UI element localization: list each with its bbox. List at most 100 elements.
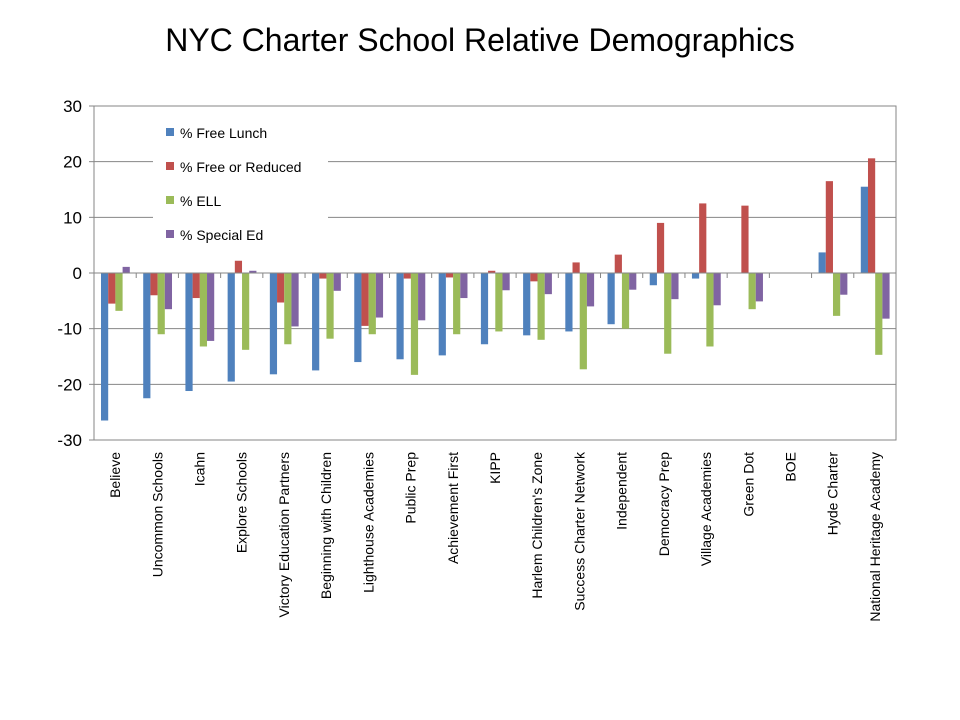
- bar: [495, 273, 503, 332]
- bar: [832, 273, 841, 316]
- bar: [825, 181, 833, 273]
- bar: [101, 273, 109, 421]
- bar: [621, 273, 630, 329]
- bar: [115, 273, 123, 311]
- bar: [249, 270, 257, 273]
- bar: [713, 273, 721, 306]
- bar: [882, 273, 890, 319]
- bar: [277, 273, 285, 303]
- bar: [269, 273, 278, 375]
- bar: [579, 273, 587, 370]
- y-tick-label: -30: [57, 431, 82, 450]
- y-tick-label: 10: [63, 208, 82, 227]
- category-label: BOE: [782, 452, 798, 482]
- category-label: Harlem Children's Zone: [529, 452, 545, 599]
- category-label: Believe: [107, 452, 123, 498]
- bar: [565, 273, 573, 332]
- bar: [312, 273, 320, 371]
- bar: [333, 273, 341, 291]
- y-tick-label: 20: [63, 153, 82, 172]
- category-label: Success Charter Network: [571, 451, 587, 611]
- legend-swatch: [166, 196, 174, 204]
- x-tick-labels: Believe Uncommon Schools Icahn Explore Scho…: [107, 451, 883, 622]
- bar: [572, 262, 580, 273]
- bar: [748, 273, 756, 310]
- legend-swatch: [166, 230, 174, 238]
- bar: [150, 273, 158, 296]
- category-label: Explore Schools: [234, 452, 250, 553]
- legend-box: [153, 120, 328, 252]
- bar: [664, 273, 672, 354]
- category-label: Lighthouse Academies: [360, 452, 376, 593]
- bar: [242, 273, 250, 350]
- bar: [656, 222, 665, 273]
- bar: [227, 273, 235, 382]
- bar: [875, 273, 883, 355]
- y-tick-label: -20: [57, 375, 82, 394]
- bar: [207, 273, 215, 341]
- bar: [544, 273, 552, 295]
- bar: [403, 273, 411, 279]
- bar: [860, 186, 868, 273]
- legend: % Free Lunch % Free or Reduced % ELL % Spec…: [153, 120, 328, 252]
- category-label: Independent: [614, 452, 630, 530]
- category-label: Hyde Charter: [825, 452, 841, 536]
- bar: [649, 273, 657, 286]
- legend-swatch: [166, 128, 174, 136]
- bar: [396, 273, 404, 360]
- bar: [867, 158, 876, 273]
- bar: [586, 273, 595, 307]
- y-tick-label: 0: [73, 264, 82, 283]
- bar: [108, 273, 116, 304]
- bar: [818, 252, 826, 273]
- category-label: KIPP: [487, 452, 503, 484]
- bar: [607, 273, 615, 325]
- bar: [410, 273, 419, 375]
- bar: [755, 273, 763, 302]
- bar: [614, 254, 622, 273]
- bar: [671, 273, 679, 300]
- bar: [143, 273, 151, 399]
- y-tick-label: -10: [57, 320, 82, 339]
- bar: [319, 273, 327, 279]
- legend-label: % Special Ed: [180, 227, 263, 243]
- bar: [234, 260, 243, 273]
- category-label: Uncommon Schools: [149, 452, 165, 577]
- bar: [840, 273, 848, 295]
- category-label: Beginning with Children: [318, 452, 334, 599]
- bar: [502, 273, 510, 291]
- chart-title: NYC Charter School Relative Demographics: [165, 22, 795, 58]
- bar: [629, 273, 637, 290]
- legend-label: % Free or Reduced: [180, 159, 301, 175]
- bar: [326, 273, 334, 339]
- bar: [185, 273, 193, 392]
- bar: [192, 273, 200, 299]
- bar: [375, 273, 384, 318]
- legend-label: % ELL: [180, 193, 221, 209]
- bar: [291, 273, 299, 327]
- bar: [691, 273, 700, 279]
- category-label: Icahn: [192, 452, 208, 486]
- bar: [523, 273, 531, 336]
- category-label: National Heritage Academy: [867, 452, 883, 622]
- bar: [453, 273, 461, 335]
- category-label: Green Dot: [740, 452, 756, 517]
- bar: [122, 266, 130, 273]
- bar: [706, 273, 714, 347]
- bar: [530, 273, 538, 282]
- bar: [699, 203, 707, 273]
- bar: [157, 273, 165, 335]
- bar: [445, 273, 454, 278]
- bar: [284, 273, 292, 345]
- category-label: Democracy Prep: [656, 452, 672, 556]
- category-label: Achievement First: [445, 452, 461, 564]
- bars: [101, 158, 890, 421]
- bar: [460, 273, 468, 299]
- y-tick-label: 30: [63, 97, 82, 116]
- bar: [438, 273, 446, 356]
- bar: [488, 270, 496, 273]
- bar: [354, 273, 362, 363]
- bar: [199, 273, 208, 347]
- y-tick-labels: 30 20 10 0 -10 -20 -30: [57, 97, 82, 450]
